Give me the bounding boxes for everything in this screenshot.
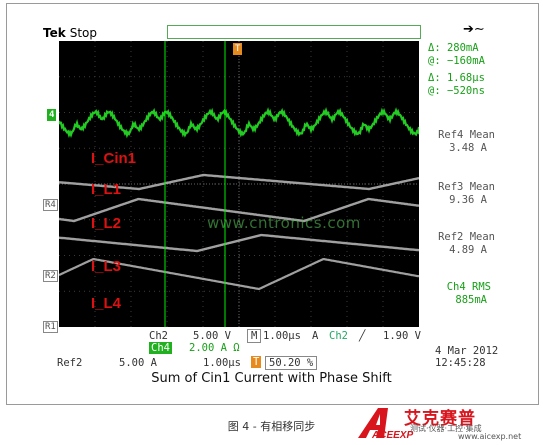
ref3-mean-value: 9.36 A (449, 194, 487, 206)
label-i-l4: I_L4 (91, 295, 122, 312)
ch2-label[interactable]: Ch2 (149, 330, 168, 342)
figure-title: Sum of Cin1 Current with Phase Shift (151, 371, 392, 386)
ch4-rms-title: Ch4 RMS (446, 281, 491, 293)
label-i-l1: I_L1 (91, 181, 122, 198)
logo-name: 艾克赛普 (404, 409, 476, 429)
trigger-pos-icon: T (251, 356, 262, 368)
oscilloscope-screen: Tek Stop ➔∼ www.cntronics.com I_Cin1 I_L1… (7, 4, 538, 370)
ch4-scale: 2.00 A Ω (189, 342, 240, 354)
trace-i-cin1 (59, 107, 419, 139)
trace-i-l1 (59, 173, 419, 191)
trigger-slope-icon: ╱ (359, 330, 366, 342)
trace-i-l2 (59, 197, 419, 223)
ref2-timebase: 1.00μs (203, 357, 241, 369)
trigger-source[interactable]: Ch2 (329, 330, 348, 342)
site-logo: ACEEXP 艾克赛普 测试·仪器·工控·集成 www.aicexp.net (354, 404, 542, 441)
ref2-ground-marker[interactable]: R2 (43, 270, 58, 282)
waveform-display (59, 41, 419, 327)
label-i-cin1: I_Cin1 (91, 150, 137, 167)
logo-url: www.aicexp.net (458, 432, 522, 441)
ref4-ground-marker[interactable]: R4 (43, 199, 58, 211)
waveform-graticule (59, 41, 419, 327)
ch2-scale: 5.00 V (193, 330, 231, 342)
time-readout: 12:45:28 (435, 357, 486, 369)
ref2-mean-value: 4.89 A (449, 244, 487, 256)
cursor-at-v: @: −160mA (428, 55, 485, 67)
logo-letters: ACEEXP (371, 430, 413, 441)
acq-label: A (312, 330, 319, 342)
logo-mark: ACEEXP (358, 408, 413, 441)
ch4-label[interactable]: Ch4 (149, 342, 172, 354)
ch4-ground-marker[interactable]: 4 (47, 109, 57, 121)
label-i-l2: I_L2 (91, 215, 122, 232)
ref1-ground-marker[interactable]: R1 (43, 321, 58, 333)
cursor-at-t: @: −520ns (428, 85, 485, 97)
ch4-rms-value: 885mA (455, 294, 487, 306)
ref2-scale: 5.00 A (119, 357, 157, 369)
scope-brand: Tek Stop (43, 26, 97, 40)
date-readout: 4 Mar 2012 (435, 345, 499, 357)
ref4-mean-title: Ref4 Mean (438, 129, 495, 141)
trigger-position-percent[interactable]: 50.20 % (265, 356, 318, 370)
ref4-mean-value: 3.48 A (449, 142, 487, 154)
trace-i-l4 (59, 257, 419, 291)
brand-label: Tek (43, 26, 66, 40)
record-position-bar (167, 25, 421, 39)
label-i-l3: I_L3 (91, 258, 122, 275)
acquisition-state: Stop (69, 26, 97, 40)
watermark-text: www.cntronics.com (207, 214, 361, 232)
ref2-label: Ref2 (57, 357, 83, 369)
timebase-value[interactable]: 1.00μs (263, 330, 301, 342)
figure-frame: Tek Stop ➔∼ www.cntronics.com I_Cin1 I_L1… (6, 3, 539, 405)
trigger-level[interactable]: 1.90 V (383, 330, 421, 342)
ref2-mean-title: Ref2 Mean (438, 231, 495, 243)
cursor-delta-v: Δ: 280mA (428, 42, 479, 54)
horizontal-label: M (247, 329, 262, 343)
figure-caption: 图 4 - 有相移同步 (227, 420, 316, 433)
trigger-arrow-icon: ➔∼ (463, 22, 485, 37)
graticule-lines (59, 41, 419, 327)
trace-i-l3 (59, 233, 419, 253)
ref3-mean-title: Ref3 Mean (438, 181, 495, 193)
trigger-position-marker[interactable]: T (233, 43, 243, 55)
logo-tagline: 测试·仪器·工控·集成 (410, 424, 482, 433)
cursor-delta-t: Δ: 1.68μs (428, 72, 485, 84)
